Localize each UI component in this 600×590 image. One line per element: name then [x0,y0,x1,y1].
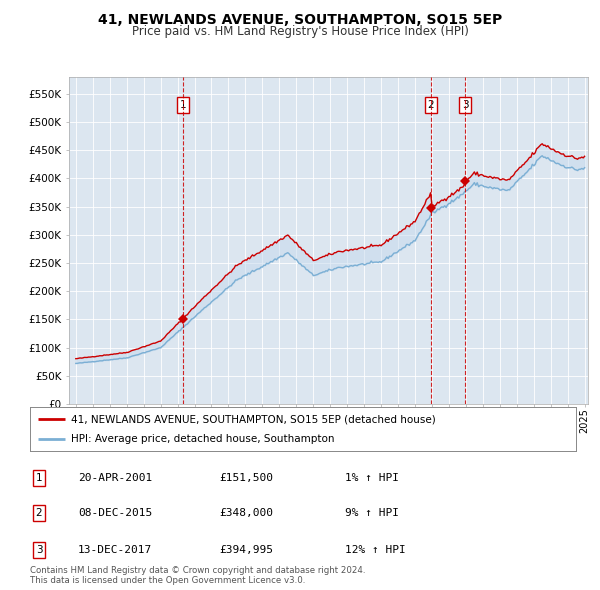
Text: HPI: Average price, detached house, Southampton: HPI: Average price, detached house, Sout… [71,434,334,444]
Text: 20-APR-2001: 20-APR-2001 [78,473,152,483]
Text: 3: 3 [35,545,43,555]
Text: £151,500: £151,500 [219,473,273,483]
Text: 08-DEC-2015: 08-DEC-2015 [78,509,152,518]
Text: 41, NEWLANDS AVENUE, SOUTHAMPTON, SO15 5EP (detached house): 41, NEWLANDS AVENUE, SOUTHAMPTON, SO15 5… [71,414,436,424]
Text: 2: 2 [428,100,434,110]
Text: £394,995: £394,995 [219,545,273,555]
Text: 9% ↑ HPI: 9% ↑ HPI [345,509,399,518]
Text: £348,000: £348,000 [219,509,273,518]
Text: 3: 3 [462,100,469,110]
Text: 13-DEC-2017: 13-DEC-2017 [78,545,152,555]
Text: 41, NEWLANDS AVENUE, SOUTHAMPTON, SO15 5EP: 41, NEWLANDS AVENUE, SOUTHAMPTON, SO15 5… [98,13,502,27]
Text: 1% ↑ HPI: 1% ↑ HPI [345,473,399,483]
Text: 1: 1 [179,100,186,110]
Text: 2: 2 [35,509,43,518]
Text: 12% ↑ HPI: 12% ↑ HPI [345,545,406,555]
Text: Contains HM Land Registry data © Crown copyright and database right 2024.
This d: Contains HM Land Registry data © Crown c… [30,566,365,585]
Text: 1: 1 [35,473,43,483]
Text: Price paid vs. HM Land Registry's House Price Index (HPI): Price paid vs. HM Land Registry's House … [131,25,469,38]
